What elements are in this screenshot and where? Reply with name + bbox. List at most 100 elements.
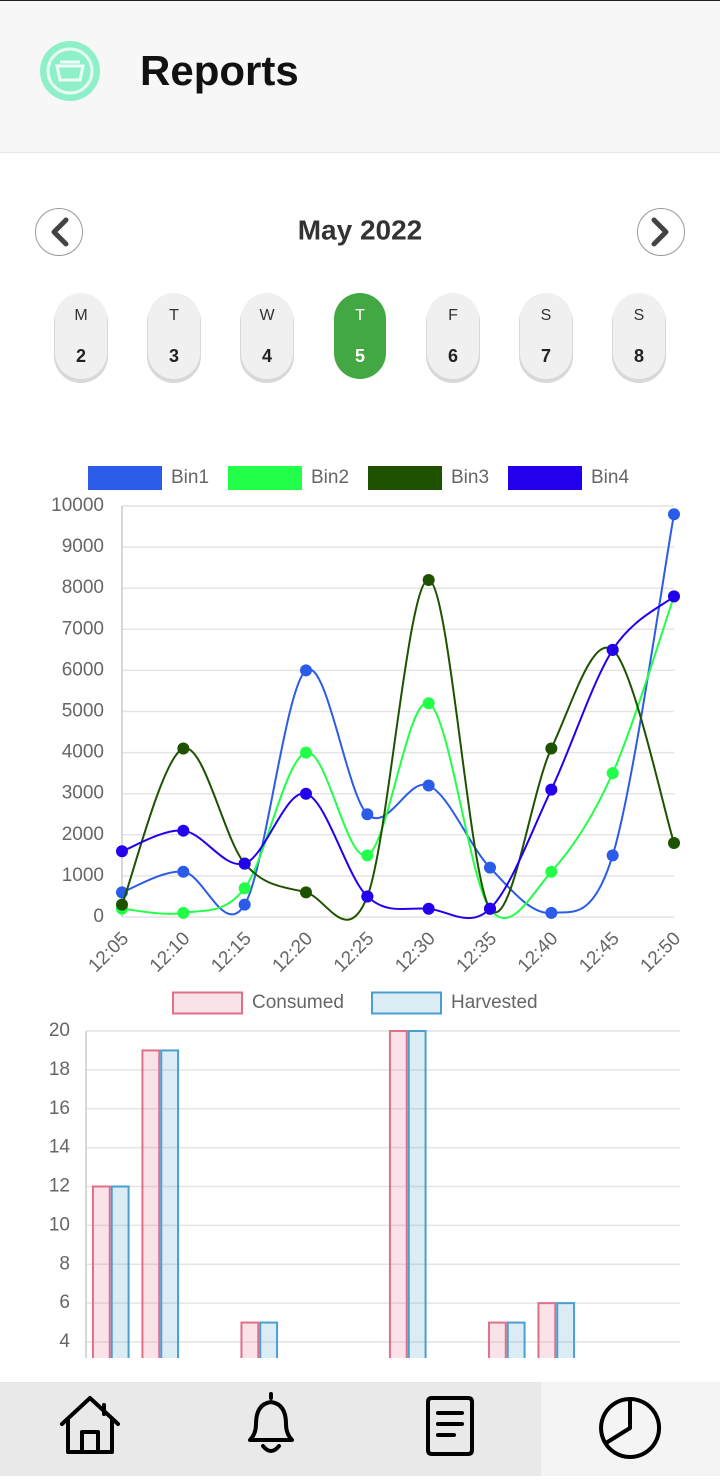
bar xyxy=(556,1302,576,1358)
day-pill[interactable]: S8 xyxy=(612,293,666,383)
legend-label: Harvested xyxy=(451,992,538,1013)
x-tick-label: 12:45 xyxy=(575,928,623,976)
y-tick-label: 9000 xyxy=(62,536,104,557)
data-point xyxy=(668,508,680,521)
x-tick-label: 12:35 xyxy=(453,928,501,976)
data-point xyxy=(300,664,312,677)
y-tick-label: 1000 xyxy=(62,865,104,886)
legend-label: Bin4 xyxy=(591,467,629,488)
y-tick-label: 10000 xyxy=(51,495,104,516)
page-title: Reports xyxy=(140,47,299,94)
day-pill-bg xyxy=(55,293,107,379)
bar xyxy=(91,1185,111,1358)
day-pill[interactable]: F6 xyxy=(426,293,480,383)
day-weekday: F xyxy=(448,307,458,324)
y-tick-label: 12 xyxy=(49,1176,70,1197)
bar-chart: 4 6 8 10 12 14 16 18 20 Consumed Harvested xyxy=(49,991,680,1358)
day-date: 3 xyxy=(169,346,179,366)
bar xyxy=(110,1185,130,1358)
day-pill-bg xyxy=(520,293,572,379)
y-tick-label: 14 xyxy=(49,1137,71,1158)
data-point xyxy=(177,906,190,919)
x-tick-label: 12:30 xyxy=(391,928,439,976)
data-point xyxy=(668,837,680,850)
data-point xyxy=(116,845,128,858)
y-tick-label: 5000 xyxy=(62,701,104,722)
day-pill[interactable]: T3 xyxy=(147,293,201,383)
data-point xyxy=(238,857,251,870)
legend-swatch xyxy=(172,991,243,1015)
day-pill-bg xyxy=(148,293,200,379)
bar xyxy=(141,1049,161,1358)
day-pill-bg xyxy=(427,293,479,379)
y-tick-label: 20 xyxy=(49,1020,70,1041)
data-point xyxy=(484,861,496,874)
day-pill[interactable]: M2 xyxy=(54,293,108,383)
x-tick-label: 12:10 xyxy=(146,928,194,976)
bar xyxy=(160,1049,180,1358)
legend-label: Bin2 xyxy=(311,467,349,488)
month-label: May 2022 xyxy=(298,214,423,245)
data-point xyxy=(361,808,374,821)
x-tick-label: 12:50 xyxy=(637,928,685,976)
day-pill[interactable]: W4 xyxy=(240,293,294,383)
day-weekday: T xyxy=(355,307,365,324)
y-tick-label: 8 xyxy=(59,1253,70,1274)
notifications-tab[interactable] xyxy=(248,1392,294,1453)
data-point xyxy=(545,865,558,878)
app-icon xyxy=(40,41,100,101)
x-tick-label: 12:25 xyxy=(330,928,378,976)
x-tick-label: 12:15 xyxy=(207,928,255,976)
data-point xyxy=(177,742,190,755)
legend-swatch xyxy=(228,466,302,490)
legend-swatch xyxy=(508,466,582,490)
home-tab[interactable] xyxy=(60,1396,120,1454)
legend-swatch xyxy=(371,991,442,1015)
legend-swatch xyxy=(88,466,162,490)
day-weekday: S xyxy=(634,307,645,324)
y-tick-label: 4000 xyxy=(62,742,104,763)
legend-swatch xyxy=(368,466,442,490)
data-point xyxy=(606,767,619,780)
data-point xyxy=(300,746,312,759)
day-pill[interactable]: S7 xyxy=(519,293,573,383)
data-point xyxy=(116,898,128,911)
data-point xyxy=(177,865,190,878)
data-point xyxy=(422,573,435,586)
day-pill[interactable]: T5 xyxy=(334,293,386,379)
y-tick-label: 16 xyxy=(49,1098,70,1119)
day-weekday: W xyxy=(259,307,275,324)
day-pill-bg xyxy=(241,293,293,379)
charts: 0 1000 2000 3000 4000 5000 6000 7000 8000 9000 100… xyxy=(49,466,685,1358)
day-date: 8 xyxy=(634,346,644,366)
legend-label: Bin3 xyxy=(451,467,489,488)
day-weekday: T xyxy=(169,307,179,324)
bar xyxy=(407,1030,427,1358)
x-tick-label: 12:20 xyxy=(269,928,317,976)
y-tick-label: 3000 xyxy=(62,783,104,804)
next-month[interactable] xyxy=(637,208,685,256)
y-tick-label: 6 xyxy=(59,1292,70,1313)
series-line xyxy=(121,596,675,919)
documents-tab[interactable] xyxy=(426,1396,474,1456)
data-point xyxy=(361,890,374,903)
data-point xyxy=(422,779,435,792)
data-point xyxy=(545,742,558,755)
prev-month[interactable] xyxy=(35,208,83,256)
series-line xyxy=(121,578,675,921)
y-tick-label: 18 xyxy=(49,1059,70,1080)
y-tick-label: 8000 xyxy=(62,577,104,598)
plot-area: 0 1000 2000 3000 4000 5000 6000 7000 8000 9000 100… xyxy=(51,495,685,977)
y-tick-label: 7000 xyxy=(62,618,104,639)
legend-label: Bin1 xyxy=(171,467,209,488)
bar xyxy=(537,1302,557,1358)
data-point xyxy=(300,886,312,899)
x-tick-label: 12:40 xyxy=(514,928,562,976)
data-point xyxy=(238,882,251,895)
bar xyxy=(506,1321,526,1358)
day-date: 4 xyxy=(262,346,272,366)
reports-tab[interactable] xyxy=(599,1397,662,1459)
